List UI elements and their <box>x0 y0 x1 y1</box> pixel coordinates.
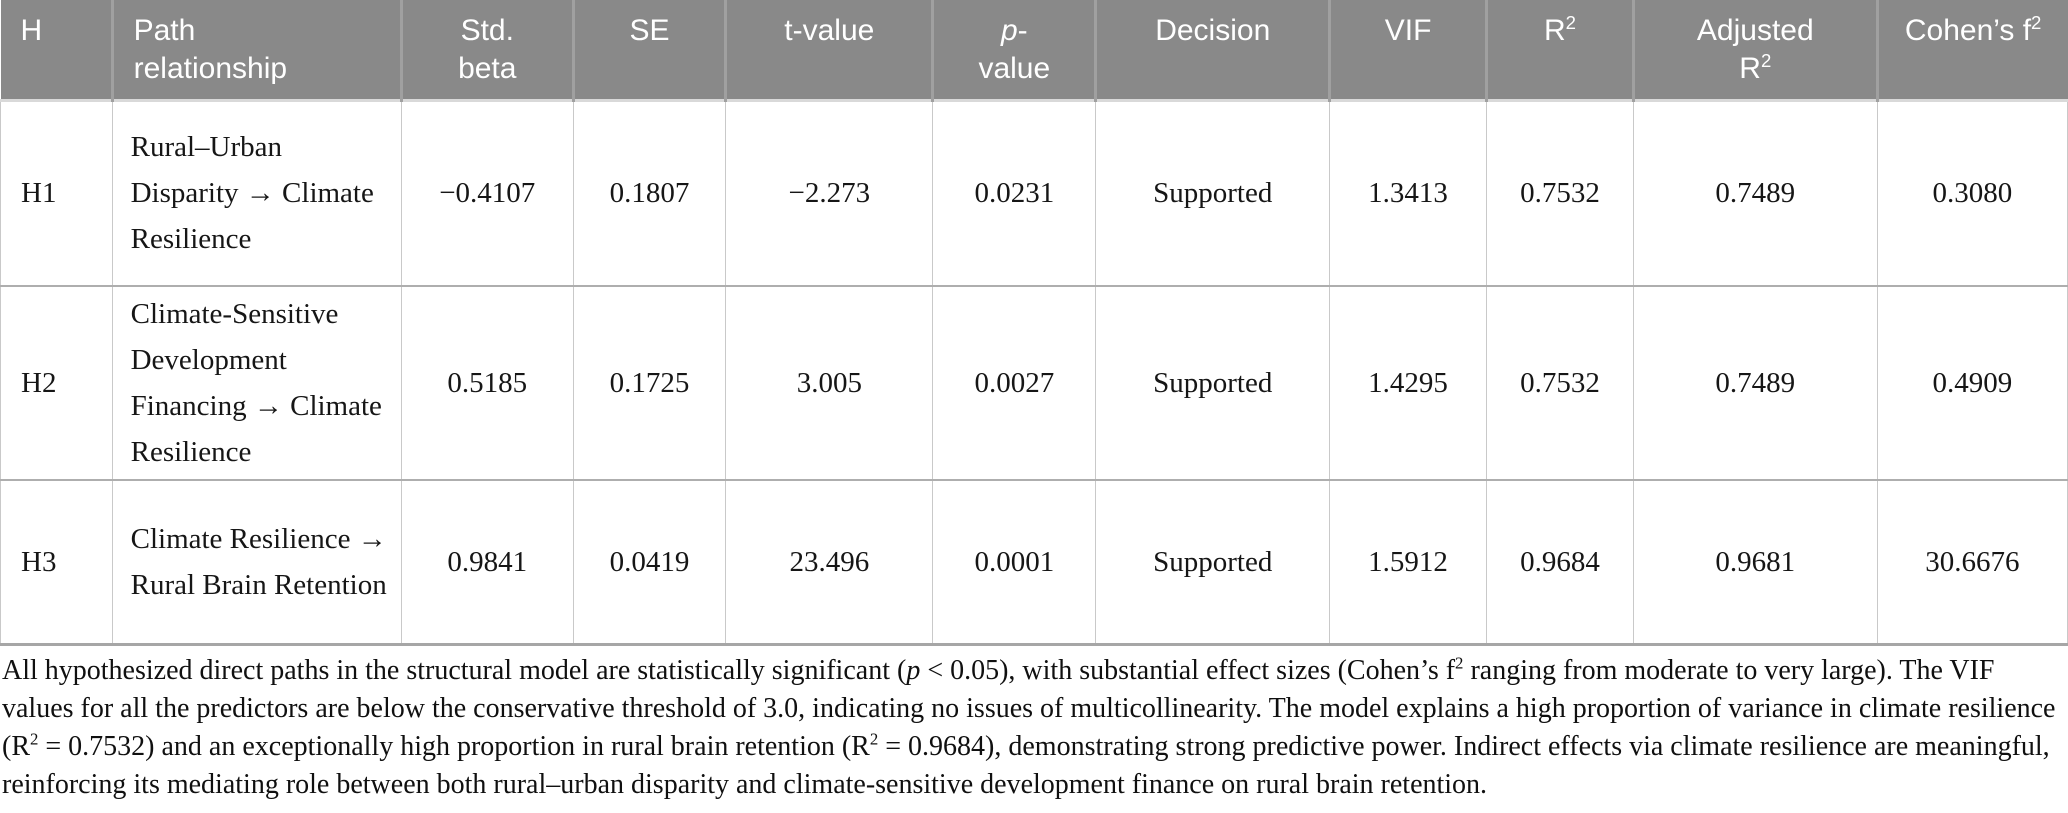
cell-h3-t-value: 23.496 <box>725 479 934 646</box>
cell-h3-adj-r2: 0.9681 <box>1633 479 1878 646</box>
cell-h1-cohens-f2: 0.3080 <box>1877 98 2068 286</box>
column-header-std-beta: Std. beta <box>401 0 575 100</box>
table-row-h1: H1 Rural–Urban Disparity → Climate Resili… <box>0 98 2068 286</box>
cell-h3-path: Climate Resilience → Rural Brain Retenti… <box>112 479 402 646</box>
table-header-row: H Path relationship Std. beta SE t-value p-valu… <box>0 0 2068 100</box>
cell-h2-path: Climate-Sensitive Development Financing … <box>112 285 402 480</box>
cell-h2-se: 0.1725 <box>573 285 727 480</box>
cell-h1-std-beta: −0.4107 <box>401 98 574 286</box>
cell-h3-vif: 1.5912 <box>1329 479 1488 646</box>
column-header-p-value: p-value <box>932 0 1098 100</box>
cell-h3-cohens-f2: 30.6676 <box>1877 479 2068 646</box>
hypothesis-results-table: H Path relationship Std. beta SE t-value p-valu… <box>0 0 2068 646</box>
cell-h1-h: H1 <box>0 98 113 286</box>
column-header-cohens-f2: Cohen’s f2 <box>1877 0 2068 100</box>
cell-h2-h: H2 <box>0 285 113 480</box>
cell-h2-cohens-f2: 0.4909 <box>1877 285 2068 480</box>
cell-h2-adj-r2: 0.7489 <box>1633 285 1878 480</box>
table-row-h2: H2 Climate-Sensitive Development Financin… <box>0 285 2068 480</box>
cell-h3-std-beta: 0.9841 <box>401 479 574 646</box>
cell-h2-decision: Supported <box>1095 285 1331 480</box>
column-header-t-value: t-value <box>725 0 935 100</box>
cell-h2-vif: 1.4295 <box>1329 285 1488 480</box>
cell-h3-se: 0.0419 <box>573 479 727 646</box>
table-row-h3: H3 Climate Resilience → Rural Brain Reten… <box>0 479 2068 646</box>
cell-h3-p-value: 0.0001 <box>932 479 1097 646</box>
cell-h2-r2: 0.7532 <box>1486 285 1634 480</box>
cell-h1-se: 0.1807 <box>573 98 727 286</box>
cell-h1-decision: Supported <box>1095 98 1331 286</box>
column-header-se: SE <box>573 0 728 100</box>
cell-h2-std-beta: 0.5185 <box>401 285 574 480</box>
column-header-adj-r2: Adjusted R2 <box>1633 0 1879 100</box>
table-footnote: All hypothesized direct paths in the str… <box>2 653 2056 800</box>
column-header-h: H <box>0 0 114 100</box>
cell-h3-h: H3 <box>0 479 113 646</box>
cell-h2-p-value: 0.0027 <box>932 285 1097 480</box>
cell-h3-decision: Supported <box>1095 479 1331 646</box>
cell-h1-vif: 1.3413 <box>1329 98 1488 286</box>
column-header-path: Path relationship <box>112 0 403 100</box>
cell-h1-p-value: 0.0231 <box>932 98 1097 286</box>
cell-h1-path: Rural–Urban Disparity → Climate Resilien… <box>112 98 402 286</box>
cell-h3-r2: 0.9684 <box>1486 479 1634 646</box>
cell-h1-adj-r2: 0.7489 <box>1633 98 1878 286</box>
column-header-vif: VIF <box>1329 0 1489 100</box>
column-header-r2: R2 <box>1486 0 1635 100</box>
cell-h2-t-value: 3.005 <box>725 285 934 480</box>
cell-h1-t-value: −2.273 <box>725 98 934 286</box>
cell-h1-r2: 0.7532 <box>1486 98 1634 286</box>
column-header-decision: Decision <box>1095 0 1332 100</box>
